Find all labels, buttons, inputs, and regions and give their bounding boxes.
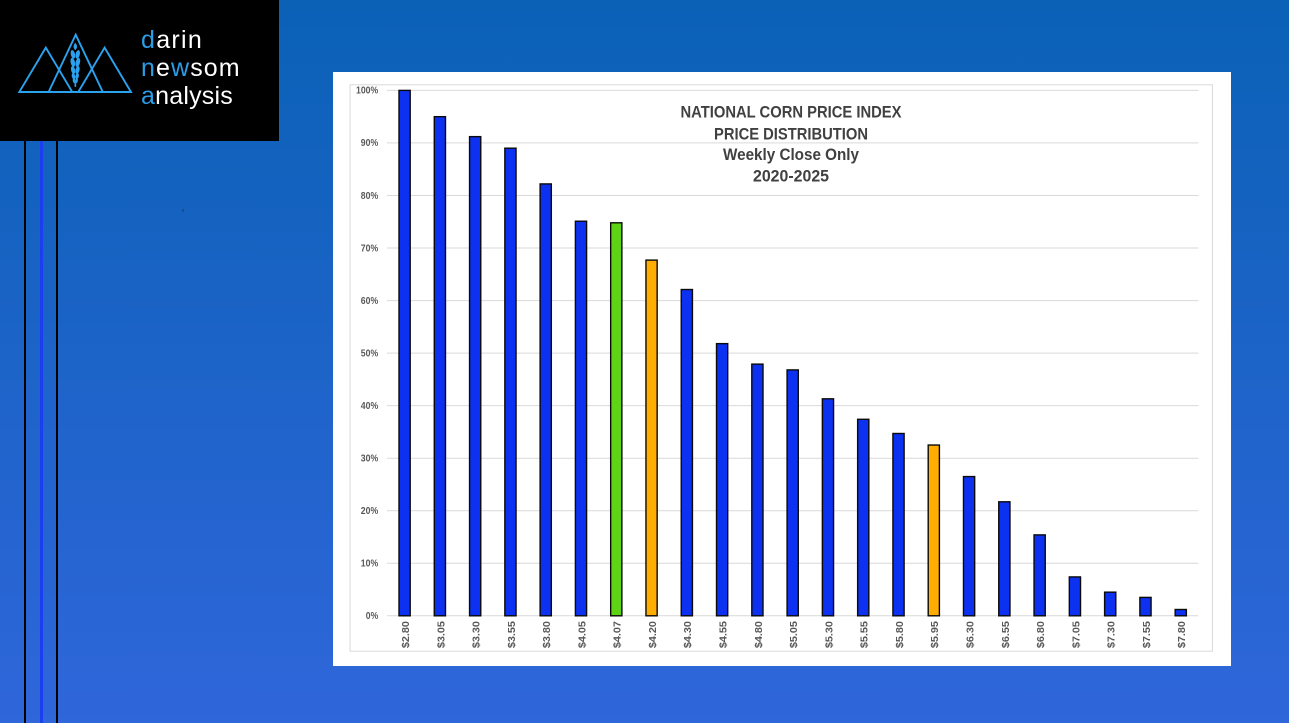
- svg-text:$3.05: $3.05: [435, 621, 447, 648]
- svg-text:$4.55: $4.55: [718, 621, 730, 648]
- svg-text:$6.80: $6.80: [1035, 621, 1047, 648]
- svg-text:$6.55: $6.55: [1000, 621, 1012, 648]
- svg-text:20%: 20%: [361, 505, 379, 517]
- svg-text:$5.05: $5.05: [788, 621, 800, 648]
- svg-text:$4.30: $4.30: [682, 621, 694, 648]
- svg-text:$2.80: $2.80: [400, 621, 412, 648]
- svg-text:$5.80: $5.80: [894, 621, 906, 648]
- svg-text:$4.07: $4.07: [612, 621, 624, 648]
- svg-text:90%: 90%: [361, 137, 379, 149]
- svg-text:$3.55: $3.55: [506, 621, 518, 648]
- svg-text:80%: 80%: [361, 190, 379, 202]
- svg-text:$7.80: $7.80: [1176, 621, 1188, 648]
- svg-text:$6.30: $6.30: [964, 621, 976, 648]
- svg-text:$3.30: $3.30: [471, 621, 483, 648]
- svg-text:$7.30: $7.30: [1106, 621, 1118, 648]
- svg-text:Weekly Close Only: Weekly Close Only: [723, 145, 859, 164]
- svg-text:50%: 50%: [361, 347, 379, 359]
- svg-text:$4.20: $4.20: [647, 621, 659, 648]
- svg-text:60%: 60%: [361, 295, 379, 307]
- svg-text:$7.05: $7.05: [1070, 621, 1082, 648]
- svg-text:$4.05: $4.05: [576, 621, 588, 648]
- svg-text:0%: 0%: [366, 610, 379, 622]
- svg-text:70%: 70%: [361, 242, 379, 254]
- svg-text:NATIONAL CORN PRICE INDEX: NATIONAL CORN PRICE INDEX: [681, 103, 903, 122]
- svg-text:$5.30: $5.30: [823, 621, 835, 648]
- svg-text:$7.55: $7.55: [1141, 621, 1153, 648]
- svg-text:10%: 10%: [361, 558, 379, 570]
- svg-text:$3.80: $3.80: [541, 621, 553, 648]
- svg-text:$5.95: $5.95: [929, 621, 941, 648]
- svg-text:$5.55: $5.55: [859, 621, 871, 648]
- svg-text:30%: 30%: [361, 453, 379, 465]
- svg-text:PRICE DISTRIBUTION: PRICE DISTRIBUTION: [714, 124, 868, 143]
- svg-text:100%: 100%: [356, 85, 379, 97]
- svg-text:$4.80: $4.80: [753, 621, 765, 648]
- svg-text:40%: 40%: [361, 400, 379, 412]
- svg-text:2020-2025: 2020-2025: [753, 166, 829, 185]
